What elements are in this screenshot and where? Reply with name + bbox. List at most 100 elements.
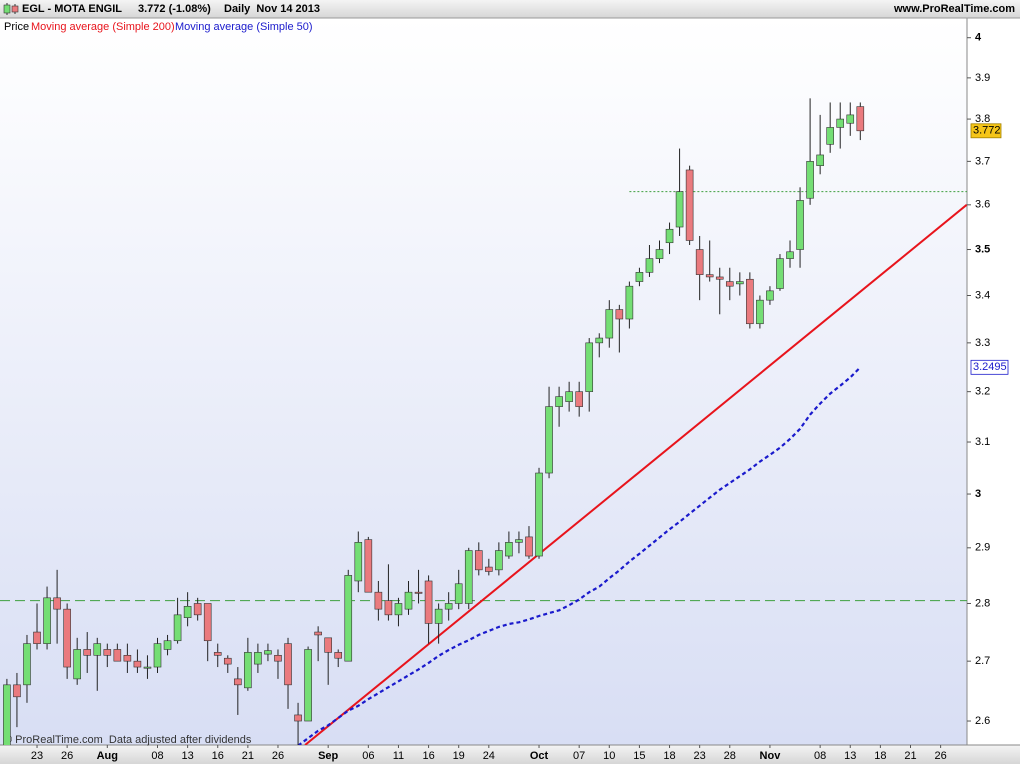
candle-body [856, 106, 865, 132]
x-tick-label: 21 [242, 750, 254, 762]
last-price-box [970, 123, 1002, 139]
candle-body [545, 406, 553, 474]
candle-body [354, 542, 363, 582]
y-tick-label: 3.1 [975, 436, 990, 448]
candle-body [13, 684, 21, 698]
x-tick-label: 16 [422, 750, 434, 762]
x-tick-label: 26 [934, 750, 946, 762]
candle-body [434, 608, 443, 624]
last-price-label: 3.772 [973, 125, 1001, 137]
candle-body [786, 251, 794, 259]
candle-body [153, 643, 162, 668]
candle-body [816, 154, 824, 166]
x-tick-label: 24 [483, 750, 495, 762]
y-tick-label: 2.7 [975, 655, 990, 667]
candle-body [103, 649, 112, 656]
x-tick-label: 15 [633, 750, 645, 762]
candle-body [746, 278, 754, 325]
candle-body [3, 684, 11, 745]
candle-body [33, 631, 41, 644]
candle-body [756, 299, 764, 325]
plot-background [0, 18, 967, 745]
x-tick-label: Oct [530, 750, 549, 762]
candle-body [163, 640, 172, 650]
candle-body [384, 600, 393, 616]
y-tick-label: 2.8 [975, 597, 990, 609]
candle-body [685, 169, 694, 241]
candle-body [183, 606, 192, 619]
x-tick-label: 26 [61, 750, 73, 762]
candle-body [444, 603, 453, 610]
candle-body [394, 603, 403, 616]
axes: 2.6 2.7 2.8 2.9 3 3.1 3.2 3.3 3.4 3.5 3.6 3.7 3.8 3.9… [31, 32, 1009, 762]
candle-body [344, 575, 353, 662]
candle-body [525, 536, 533, 557]
candle-body [23, 643, 31, 686]
y-tick-label: 3.7 [975, 155, 990, 167]
candle-body [836, 118, 845, 128]
candle-body [736, 281, 744, 285]
x-tick-label: Nov [760, 750, 782, 762]
candle-body [625, 285, 634, 320]
candle-body [324, 637, 332, 653]
y-tick-label: 3.8 [975, 113, 990, 125]
candle-body [93, 643, 102, 656]
candle-body [53, 597, 61, 610]
ma-line [297, 366, 862, 745]
y-tick-label: 3.6 [975, 199, 990, 211]
x-tick-label: 23 [31, 750, 43, 762]
candle-body [173, 614, 182, 642]
candle-body [83, 649, 92, 656]
x-tick-label: 11 [393, 750, 404, 762]
candle-body [665, 228, 674, 244]
y-tick-label: 3.2 [975, 386, 990, 398]
candle-body [73, 649, 81, 680]
y-tick-label: 2.9 [975, 542, 990, 554]
x-tick-label: 10 [603, 750, 615, 762]
axis-background [967, 18, 1020, 745]
x-tick-label: 16 [212, 750, 224, 762]
y-tick-label: 3.5 [975, 243, 990, 255]
candle-body [374, 591, 383, 610]
candle-body [294, 714, 302, 722]
candle-body [364, 539, 373, 593]
x-tick-label: 23 [694, 750, 706, 762]
x-tick-label: 28 [724, 750, 736, 762]
candle-body [705, 274, 714, 278]
icon-body [11, 5, 19, 13]
footer: © ProRealTime.com Data adjusted after di… [4, 734, 252, 746]
candle-body [585, 342, 594, 392]
candle-body [575, 391, 583, 407]
x-tick-label: 07 [573, 750, 585, 762]
y-tick-label: 4 [975, 32, 982, 44]
candle-body [314, 631, 322, 636]
ma200-line [304, 204, 967, 745]
y-tick-label: 3.9 [975, 72, 990, 84]
candle-body [254, 652, 262, 665]
plot [0, 98, 967, 745]
candle-body [43, 597, 51, 644]
candle-body [846, 114, 855, 124]
x-tick-label: Sep [318, 750, 338, 762]
candle-body [515, 539, 523, 543]
candle-body [143, 666, 152, 669]
candle-body [334, 652, 343, 659]
x-tick-label: 21 [904, 750, 916, 762]
candle-body [474, 550, 483, 571]
candle-body [505, 542, 513, 557]
candle-body [595, 337, 604, 344]
candle-body [645, 258, 654, 273]
legend-ma50: Moving average (Simple 50) [175, 21, 313, 33]
candle-body [615, 309, 624, 320]
candle-body [766, 290, 774, 301]
candle-body [776, 258, 784, 289]
candle-body [806, 161, 814, 199]
candle-body [113, 649, 122, 662]
candle-body [535, 472, 543, 557]
x-tick-label: 18 [663, 750, 675, 762]
y-tick-label: 3.4 [975, 289, 990, 301]
candle-body [655, 249, 664, 259]
candle-body [464, 550, 473, 604]
candle-body [605, 309, 614, 339]
